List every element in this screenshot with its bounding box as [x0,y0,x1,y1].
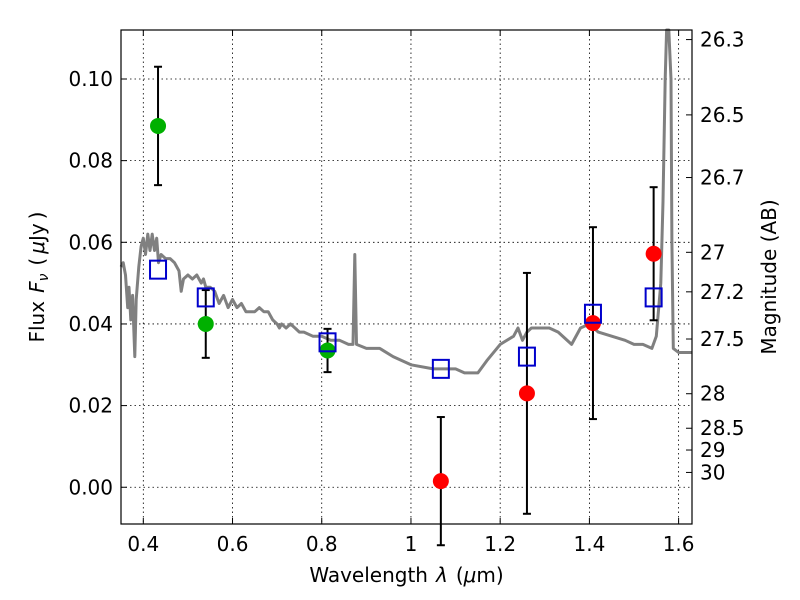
model-flux-square [431,358,450,379]
observed-flux-point [518,385,535,402]
x-axis-label-unit-open: ( [456,563,464,587]
magnitude-tick-label: 28.5 [700,416,745,440]
x-axis-label-unit-mu: μ [463,563,477,587]
model-flux-square [644,287,663,308]
x-tick-label: 0.8 [306,532,338,556]
y-tick-label: 0.06 [68,230,113,254]
right-axis-label: Magnitude (AB) [757,199,781,354]
x-tick-label: 1 [405,532,418,556]
y-axis-label-symbol: F [25,281,49,293]
magnitude-tick-label: 28 [700,382,725,406]
x-tick-label: 0.4 [127,532,159,556]
y-axis-label-text: Flux [25,301,49,343]
observed-flux-point [432,473,449,490]
magnitude-tick-label: 27.2 [700,280,745,304]
y-axis-label-unit-close: ) [25,211,49,219]
magnitude-tick-label: 29 [700,438,725,462]
x-axis-label-text: Wavelength [309,563,428,587]
y-axis-label-unit-open: ( [25,258,49,266]
magnitude-tick-label: 30 [700,460,725,484]
y-tick-label: 0.00 [68,475,113,499]
y-axis-label-unit-rest: Jy [25,223,49,243]
magnitude-tick-label: 26.5 [700,103,745,127]
x-tick-label: 1.6 [663,532,695,556]
observed-flux-point [150,117,167,134]
x-tick-label: 0.6 [217,532,249,556]
axis-ticks: 0.4 0.6 0.8 1 1.2 1.4 1.6 0.00 0.02 0.04 0.06 0.08 0… [68,28,744,556]
y-tick-label: 0.10 [68,67,113,91]
model-flux-square [196,287,215,308]
grid [121,30,692,524]
observed-flux-point [645,245,662,262]
y-tick-label: 0.02 [68,394,113,418]
plot-frame [120,29,693,525]
y-tick-label: 0.04 [68,312,113,336]
x-axis-label: Wavelength λ (μm) [309,563,503,587]
y-axis-label-unit-mu: μ [25,241,49,255]
model-flux-square [318,332,337,353]
x-axis-label-unit-rest: m) [476,563,503,587]
model-flux-square [517,346,536,367]
y-axis-label: Flux Fν ( μJy) [25,211,52,342]
x-tick-label: 1.2 [484,532,516,556]
magnitude-tick-label: 26.7 [700,166,745,190]
magnitude-tick-label: 27 [700,240,725,264]
magnitude-tick-label: 26.3 [700,28,745,52]
y-tick-label: 0.08 [68,149,113,173]
model-flux-square [149,259,168,280]
observed-flux-point [197,315,214,332]
x-tick-label: 1.4 [573,532,605,556]
magnitude-tick-label: 27.5 [700,327,745,351]
photometry-markers [149,117,663,490]
x-axis-label-symbol: λ [435,563,448,587]
model-flux-square [583,303,602,324]
y-axis-label-subscript: ν [36,273,52,281]
